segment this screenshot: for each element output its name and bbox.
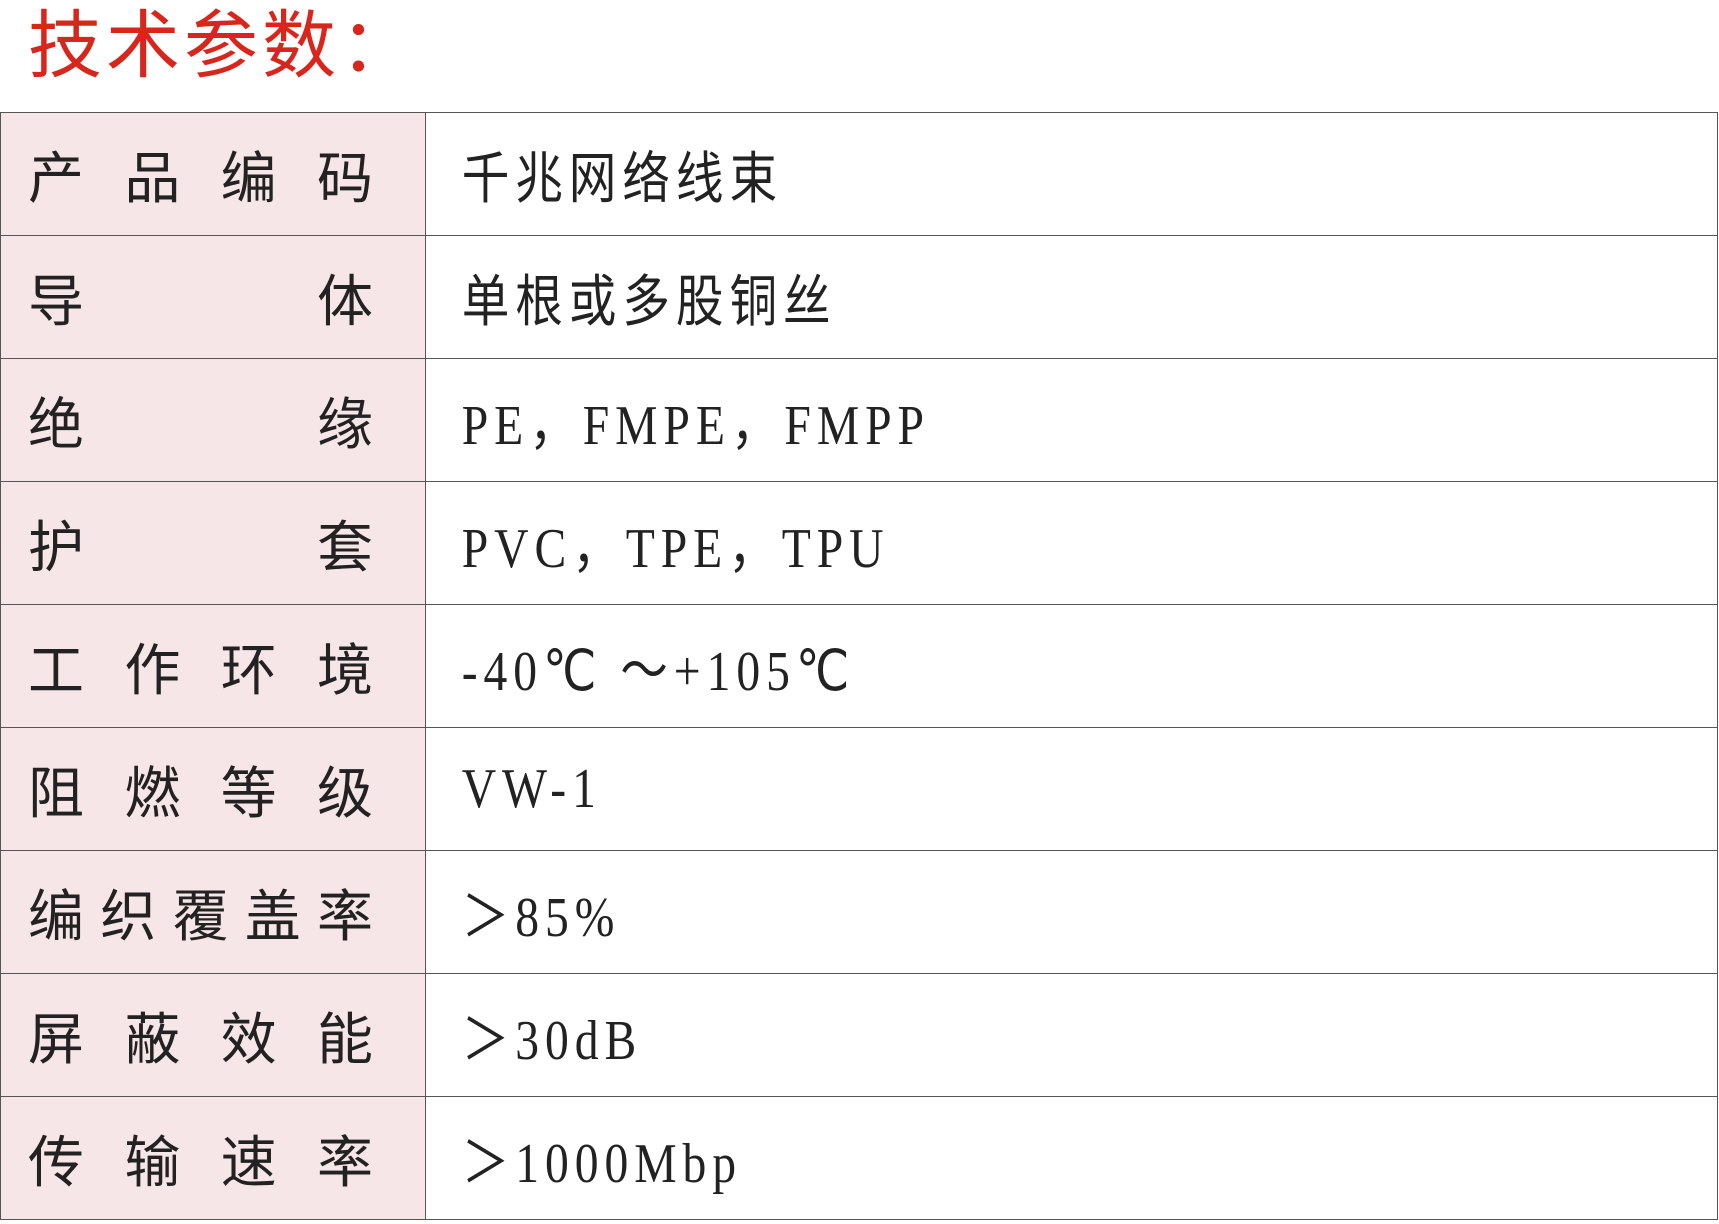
spec-table: 产品编码 千兆网络线束 导 体 单根或多股铜丝 绝 缘 PE，FMPE，FMPP 护 …	[0, 112, 1718, 1220]
row-value: ＞30dB	[461, 1009, 643, 1072]
row-label: 护 套	[28, 515, 373, 581]
row-label: 传输速率	[28, 1130, 373, 1196]
table-row: 屏蔽效能 ＞30dB	[0, 973, 1718, 1097]
row-value: PE，FMPE，FMPP	[461, 394, 930, 457]
row-label: 导 体	[28, 269, 373, 335]
row-label: 屏蔽效能	[28, 1007, 373, 1073]
table-row: 产品编码 千兆网络线束	[0, 112, 1718, 236]
row-value: ＞1000Mbp	[461, 1132, 743, 1195]
row-label: 编织覆盖率	[28, 884, 373, 950]
row-label: 阻燃等级	[28, 761, 373, 827]
row-value: ＞85%	[461, 886, 621, 949]
section-title: 技术参数：	[28, 3, 418, 89]
table-row: 阻燃等级 VW-1	[0, 727, 1718, 851]
table-row: 传输速率 ＞1000Mbp	[0, 1096, 1718, 1220]
row-label: 绝 缘	[28, 392, 373, 458]
row-value: PVC，TPE，TPU	[461, 517, 890, 580]
table-row: 编织覆盖率 ＞85%	[0, 850, 1718, 974]
row-label: 产品编码	[28, 146, 373, 212]
row-value: 单根或多股铜丝	[461, 271, 837, 334]
row-label: 工作环境	[28, 638, 373, 704]
table-row: 工作环境 -40℃ ～+105℃	[0, 604, 1718, 728]
row-value: VW-1	[461, 758, 602, 820]
table-row: 导 体 单根或多股铜丝	[0, 235, 1718, 359]
row-value: 千兆网络线束	[461, 148, 783, 211]
table-row: 绝 缘 PE，FMPE，FMPP	[0, 358, 1718, 482]
row-value: -40℃ ～+105℃	[461, 640, 856, 703]
table-row: 护 套 PVC，TPE，TPU	[0, 481, 1718, 605]
